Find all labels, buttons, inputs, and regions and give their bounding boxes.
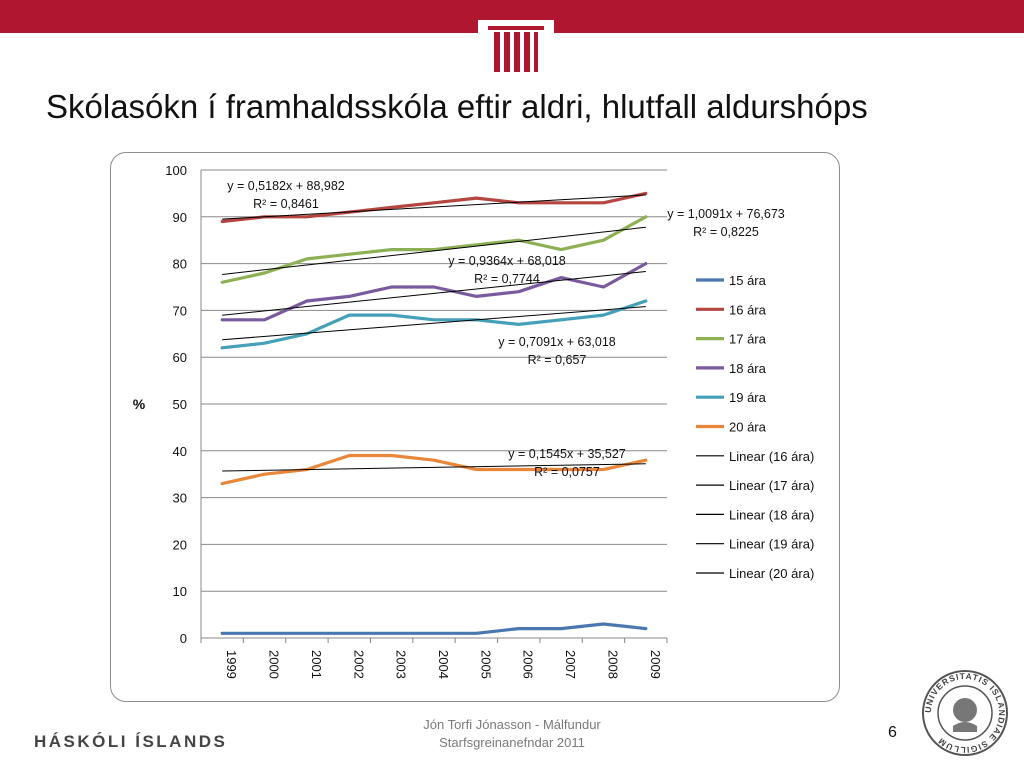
trendline-r2: R² = 0,7744: [474, 272, 540, 286]
x-tick-label: 2001: [309, 650, 324, 679]
legend-label: Linear (17 ára): [729, 478, 814, 493]
trendline: [222, 226, 646, 275]
trendline-r2: R² = 0,0757: [534, 465, 600, 479]
legend-label: 20 ára: [729, 420, 767, 435]
trendline-equation: y = 0,7091x + 63,018: [498, 335, 616, 349]
trendline: [222, 194, 646, 220]
legend-label: Linear (16 ára): [729, 449, 814, 464]
trendline-r2: R² = 0,8225: [693, 225, 759, 239]
x-tick-label: 2007: [563, 650, 578, 679]
chart-frame: 0 10 20 30 40 50 60 70 80 90 100 1999 2000 2001 2002 20…: [110, 152, 840, 702]
footer: Jón Torfi Jónasson - Málfundur Starfsgre…: [382, 716, 642, 752]
y-tick-label: 70: [173, 303, 187, 318]
brand-name: HÁSKÓLI ÍSLANDS: [34, 732, 228, 751]
series-line: [220, 453, 648, 486]
series-line: [220, 191, 648, 224]
y-tick-label: 100: [165, 163, 187, 178]
trendline: [222, 463, 646, 472]
x-tick-label: 2008: [605, 650, 620, 679]
page-number: 6: [888, 724, 897, 741]
legend-label: Linear (18 ára): [729, 507, 814, 522]
legend-label: 15 ára: [729, 273, 767, 288]
trendline: [222, 270, 646, 316]
x-tick-label: 2000: [267, 650, 282, 679]
series-line: [220, 622, 648, 635]
x-tick-label: 2009: [648, 650, 663, 679]
trendline-r2: R² = 0,657: [528, 353, 587, 367]
trendline: [222, 306, 646, 341]
university-building-logo: [478, 20, 554, 76]
legend-label: 19 ára: [729, 390, 767, 405]
y-tick-label: 40: [173, 444, 187, 459]
legend-label: Linear (20 ára): [729, 566, 814, 581]
trendline-r2: R² = 0,8461: [253, 197, 319, 211]
y-tick-label: 50: [173, 397, 187, 412]
footer-line-1: Jón Torfi Jónasson - Málfundur: [423, 717, 601, 732]
y-tick-label: 80: [173, 257, 187, 272]
legend-label: 18 ára: [729, 361, 767, 376]
series-line: [220, 261, 648, 322]
y-axis-label: %: [133, 396, 146, 412]
legend-label: 16 ára: [729, 302, 767, 317]
y-tick-label: 20: [173, 537, 187, 552]
x-tick-label: 2002: [351, 650, 366, 679]
trendline-equation: y = 0,5182x + 88,982: [227, 179, 345, 193]
y-tick-label: 60: [173, 350, 187, 365]
x-tick-label: 2005: [478, 650, 493, 679]
series-line: [220, 215, 648, 284]
x-tick-label: 1999: [224, 650, 239, 679]
legend-label: 17 ára: [729, 332, 767, 347]
line-chart: 0 10 20 30 40 50 60 70 80 90 100 1999 2000 2001 2002 20…: [133, 163, 815, 679]
x-tick-label: 2006: [521, 650, 536, 679]
y-tick-label: 0: [180, 631, 187, 646]
y-tick-label: 90: [173, 210, 187, 225]
slide-title: Skólasókn í framhaldsskóla eftir aldri, …: [46, 88, 868, 125]
university-seal-icon: UNIVERSITATIS ISLANDIAE SIGILLUM: [922, 670, 1008, 756]
y-tick-label: 30: [173, 491, 187, 506]
series-line: [220, 299, 648, 350]
y-tick-label: 10: [173, 584, 187, 599]
footer-line-2: Starfsgreinanefndar 2011: [439, 735, 585, 750]
legend-label: Linear (19 ára): [729, 537, 814, 552]
trendline-equation: y = 1,0091x + 76,673: [667, 207, 785, 221]
trendline-equation: y = 0,9364x + 68,018: [448, 254, 566, 268]
trendline-equation: y = 0,1545x + 35,527: [508, 447, 626, 461]
x-tick-label: 2004: [436, 650, 451, 679]
x-tick-label: 2003: [394, 650, 409, 679]
